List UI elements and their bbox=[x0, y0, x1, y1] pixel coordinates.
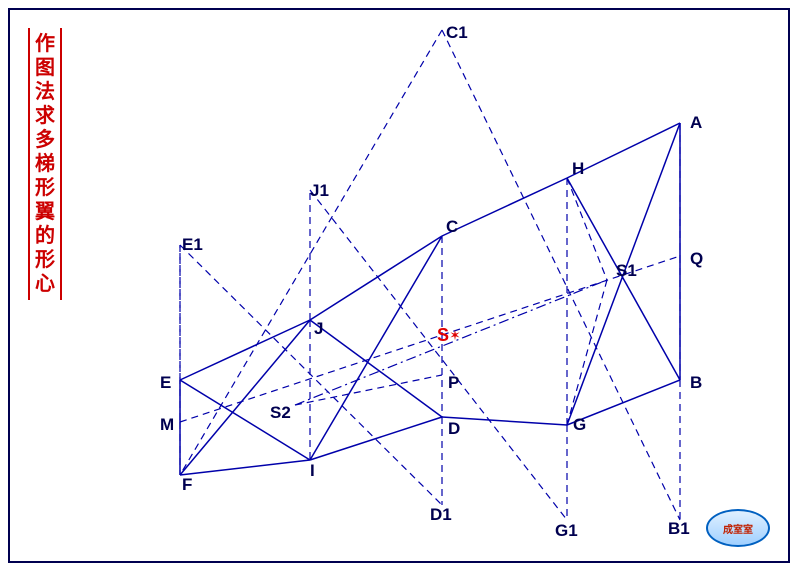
point-label-E1: E1 bbox=[182, 235, 203, 254]
point-label-G1: G1 bbox=[555, 521, 578, 540]
centroid-marker: ✶ bbox=[449, 327, 461, 343]
line-J-E bbox=[180, 320, 310, 380]
point-label-C: C bbox=[446, 217, 458, 236]
line-C-I bbox=[310, 236, 442, 460]
point-label-S2: S2 bbox=[270, 403, 291, 422]
point-label-D1: D1 bbox=[430, 505, 452, 524]
line-M-Q bbox=[180, 256, 680, 422]
line-C-J bbox=[310, 236, 442, 320]
line-I-D bbox=[310, 417, 442, 460]
point-label-F: F bbox=[182, 475, 192, 494]
point-label-B: B bbox=[690, 373, 702, 392]
point-label-I: I bbox=[310, 461, 315, 480]
line-H-S1 bbox=[567, 178, 607, 280]
point-label-E: E bbox=[160, 373, 171, 392]
geometry-canvas: ✶S A B Q H S1 G C P D J S2 I E M F C1 J1 E1 D1 G1 B1 bbox=[10, 10, 792, 565]
point-label-D: D bbox=[448, 419, 460, 438]
line-H-C bbox=[442, 178, 567, 236]
line-C1-F bbox=[180, 30, 442, 475]
line-J-F bbox=[180, 320, 310, 475]
line-D-G bbox=[442, 417, 567, 425]
point-label-Q: Q bbox=[690, 249, 703, 268]
logo-text: 成室室 bbox=[723, 521, 753, 536]
point-label-A: A bbox=[690, 113, 702, 132]
line-J1-G1 bbox=[310, 190, 567, 520]
point-label-C1: C1 bbox=[446, 23, 468, 42]
point-label-G: G bbox=[573, 415, 586, 434]
point-label-S1: S1 bbox=[616, 261, 637, 280]
point-label-B1: B1 bbox=[668, 519, 690, 538]
point-label-J1: J1 bbox=[310, 181, 329, 200]
centroid-label: S bbox=[437, 325, 449, 345]
line-C1-B1 bbox=[442, 30, 680, 520]
point-label-M: M bbox=[160, 415, 174, 434]
diagram-frame: 作 图 法 求 多 梯 形 翼 的 形 心 ✶SABQHS1GCPDJS2IEM… bbox=[8, 8, 790, 563]
point-label-J: J bbox=[314, 319, 323, 338]
line-F-I bbox=[180, 460, 310, 475]
watermark-logo: 成室室 bbox=[706, 509, 770, 547]
point-label-P: P bbox=[448, 373, 459, 392]
point-label-H: H bbox=[572, 159, 584, 178]
line-S1-G bbox=[567, 280, 607, 425]
